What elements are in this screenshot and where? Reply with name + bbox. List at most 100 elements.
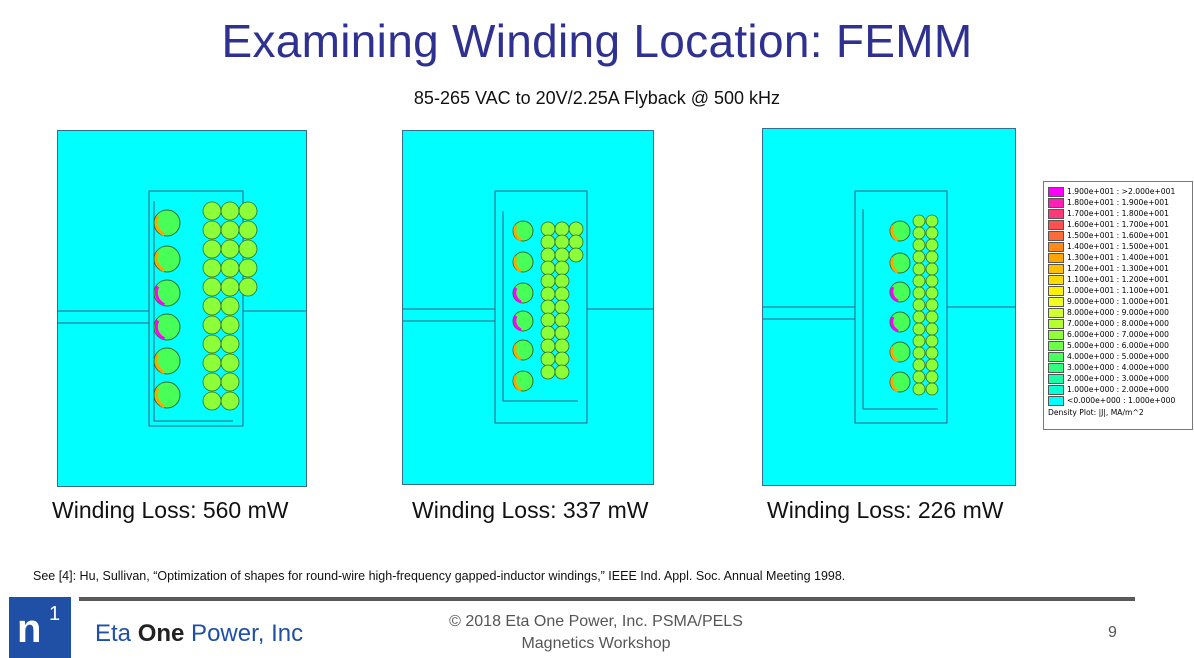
legend-label: 1.400e+001 : 1.500e+001 bbox=[1067, 242, 1169, 251]
secondary-wire bbox=[554, 312, 570, 328]
secondary-wire bbox=[238, 258, 258, 278]
secondary-wire bbox=[220, 334, 240, 354]
company-name-part2: One bbox=[137, 620, 185, 647]
secondary-wire bbox=[912, 286, 926, 300]
secondary-wire bbox=[202, 239, 222, 259]
secondary-wire bbox=[554, 364, 570, 380]
secondary-wire bbox=[202, 201, 222, 221]
legend-entry: 1.600e+001 : 1.700e+001 bbox=[1048, 219, 1188, 230]
secondary-wire bbox=[554, 273, 570, 289]
legend-swatch bbox=[1048, 285, 1064, 296]
secondary-wire bbox=[220, 277, 240, 297]
legend-entry: 9.000e+000 : 1.000e+001 bbox=[1048, 296, 1188, 307]
secondary-wire bbox=[202, 258, 222, 278]
secondary-wire bbox=[925, 250, 939, 264]
secondary-wire bbox=[925, 382, 939, 396]
legend-label: 1.500e+001 : 1.600e+001 bbox=[1067, 231, 1169, 240]
secondary-wire bbox=[912, 334, 926, 348]
secondary-wire bbox=[220, 315, 240, 335]
secondary-wire bbox=[540, 351, 556, 367]
footer-divider bbox=[79, 597, 1135, 601]
legend-swatch bbox=[1048, 230, 1064, 241]
secondary-wire bbox=[540, 247, 556, 263]
legend-label: 1.600e+001 : 1.700e+001 bbox=[1067, 220, 1169, 229]
legend-swatch bbox=[1048, 263, 1064, 274]
legend-entry: 1.300e+001 : 1.400e+001 bbox=[1048, 252, 1188, 263]
secondary-wire bbox=[912, 346, 926, 360]
secondary-wire bbox=[912, 262, 926, 276]
secondary-wire bbox=[238, 277, 258, 297]
secondary-wire bbox=[925, 346, 939, 360]
secondary-wire bbox=[912, 358, 926, 372]
secondary-wire bbox=[912, 310, 926, 324]
current-crowding bbox=[513, 225, 522, 242]
secondary-wire bbox=[202, 353, 222, 373]
secondary-wire bbox=[202, 391, 222, 411]
legend-swatch bbox=[1048, 373, 1064, 384]
secondary-wire bbox=[540, 260, 556, 276]
secondary-wire bbox=[202, 315, 222, 335]
legend-swatch bbox=[1048, 318, 1064, 329]
femm-plot-3 bbox=[762, 128, 1016, 486]
bobbin-outline bbox=[502, 211, 578, 402]
femm-geometry bbox=[763, 190, 1015, 424]
legend-entry: 5.000e+000 : 6.000e+000 bbox=[1048, 340, 1188, 351]
legend-label: 4.000e+000 : 5.000e+000 bbox=[1067, 352, 1169, 361]
primary-wire bbox=[153, 209, 181, 237]
legend-label: 1.300e+001 : 1.400e+001 bbox=[1067, 253, 1169, 262]
legend-label: <0.000e+000 : 1.000e+000 bbox=[1067, 396, 1176, 405]
legend-entry: 1.000e+000 : 2.000e+000 bbox=[1048, 384, 1188, 395]
current-crowding bbox=[890, 376, 899, 393]
femm-geometry bbox=[58, 190, 306, 427]
legend-swatch bbox=[1048, 351, 1064, 362]
secondary-wire bbox=[554, 247, 570, 263]
current-crowding bbox=[890, 316, 899, 333]
winding-loss-label-3: Winding Loss: 226 mW bbox=[767, 497, 1004, 523]
legend-swatch bbox=[1048, 197, 1064, 208]
legend-entry: 1.500e+001 : 1.600e+001 bbox=[1048, 230, 1188, 241]
legend-entry: 8.000e+000 : 9.000e+000 bbox=[1048, 307, 1188, 318]
current-crowding bbox=[513, 344, 522, 361]
legend-swatch bbox=[1048, 186, 1064, 197]
legend-label: 3.000e+000 : 4.000e+000 bbox=[1067, 363, 1169, 372]
legend-swatch bbox=[1048, 274, 1064, 285]
primary-wire bbox=[153, 381, 181, 409]
winding-loss-label-2: Winding Loss: 337 mW bbox=[412, 497, 649, 523]
secondary-wire bbox=[540, 325, 556, 341]
secondary-wire bbox=[925, 262, 939, 276]
legend-label: 7.000e+000 : 8.000e+000 bbox=[1067, 319, 1169, 328]
company-name: Eta One Power, Inc bbox=[95, 620, 303, 648]
legend-swatch bbox=[1048, 307, 1064, 318]
current-crowding bbox=[890, 257, 899, 274]
copyright-notice: © 2018 Eta One Power, Inc. PSMA/PELS Mag… bbox=[396, 611, 796, 656]
secondary-wire bbox=[554, 299, 570, 315]
legend-entry: 1.400e+001 : 1.500e+001 bbox=[1048, 241, 1188, 252]
density-legend: 1.900e+001 : >2.000e+001 1.800e+001 : 1.9… bbox=[1043, 181, 1193, 430]
primary-wire bbox=[153, 245, 181, 273]
current-crowding bbox=[513, 375, 522, 392]
legend-label: 1.100e+001 : 1.200e+001 bbox=[1067, 275, 1169, 284]
secondary-wire bbox=[912, 214, 926, 228]
core-window bbox=[148, 190, 244, 427]
current-crowding bbox=[513, 256, 522, 273]
current-crowding bbox=[890, 225, 899, 242]
legend-entry: <0.000e+000 : 1.000e+000 bbox=[1048, 395, 1188, 406]
secondary-wire bbox=[540, 234, 556, 250]
legend-entry: 4.000e+000 : 5.000e+000 bbox=[1048, 351, 1188, 362]
current-crowding bbox=[513, 315, 522, 332]
secondary-wire bbox=[238, 201, 258, 221]
secondary-wire bbox=[220, 296, 240, 316]
primary-wire bbox=[153, 313, 181, 341]
secondary-wire bbox=[540, 273, 556, 289]
legend-swatch bbox=[1048, 384, 1064, 395]
legend-swatch bbox=[1048, 252, 1064, 263]
slide-title: Examining Winding Location: FEMM bbox=[221, 15, 973, 67]
secondary-wire bbox=[912, 238, 926, 252]
current-crowding bbox=[154, 215, 166, 237]
current-crowding bbox=[513, 287, 522, 304]
secondary-wire bbox=[912, 322, 926, 336]
legend-label: 1.000e+001 : 1.100e+001 bbox=[1067, 286, 1169, 295]
core-window bbox=[494, 190, 588, 424]
secondary-wire bbox=[220, 239, 240, 259]
copyright-line2: Magnetics Workshop bbox=[521, 635, 671, 653]
